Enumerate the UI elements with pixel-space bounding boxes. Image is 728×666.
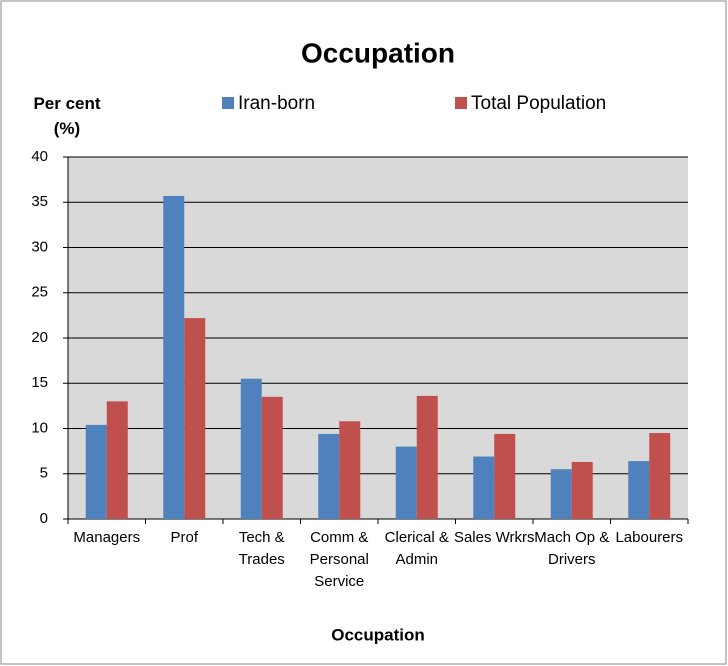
x-tick-label: Prof <box>170 529 198 546</box>
bar <box>261 396 283 519</box>
x-tick-label: Mach Op & Drivers <box>534 529 610 568</box>
bar <box>184 318 206 519</box>
bar <box>339 421 361 519</box>
bar <box>106 401 128 519</box>
y-axis-title: Per cent (%) <box>33 94 101 138</box>
bar <box>240 378 262 519</box>
bar <box>163 195 185 520</box>
bar <box>628 461 650 519</box>
bar <box>494 433 516 519</box>
bar <box>550 469 572 519</box>
y-tick-label: 35 <box>31 193 48 210</box>
bar <box>395 446 417 519</box>
x-tick-label: Tech & Trades <box>238 529 285 568</box>
legend-label: Total Population <box>471 93 606 114</box>
y-tick-label: 20 <box>31 329 48 346</box>
bar <box>571 461 593 519</box>
y-tick-label: 0 <box>40 510 48 527</box>
bar <box>649 433 671 519</box>
bar <box>416 395 438 519</box>
x-tick-label: Labourers <box>615 529 684 546</box>
legend-swatch <box>455 97 467 109</box>
legend-swatch <box>222 97 234 109</box>
x-axis-title: Occupation <box>331 625 425 644</box>
chart-title: Occupation <box>301 37 455 68</box>
y-tick-label: 5 <box>40 465 48 482</box>
y-tick-label: 15 <box>31 374 48 391</box>
y-tick-label: 30 <box>31 238 48 255</box>
x-tick-label: Sales Wrkrs <box>453 529 535 546</box>
bar <box>318 433 340 519</box>
x-tick-label: Managers <box>73 529 141 546</box>
x-tick-label: Comm & Personal Service <box>309 529 369 590</box>
bar <box>85 424 107 519</box>
y-tick-label: 25 <box>31 284 48 301</box>
y-tick-label: 10 <box>31 419 48 436</box>
legend-label: Iran-born <box>238 93 315 114</box>
y-tick-label: 40 <box>31 148 48 165</box>
x-tick-label: Clerical & Admin <box>384 529 449 568</box>
bar <box>473 456 495 519</box>
